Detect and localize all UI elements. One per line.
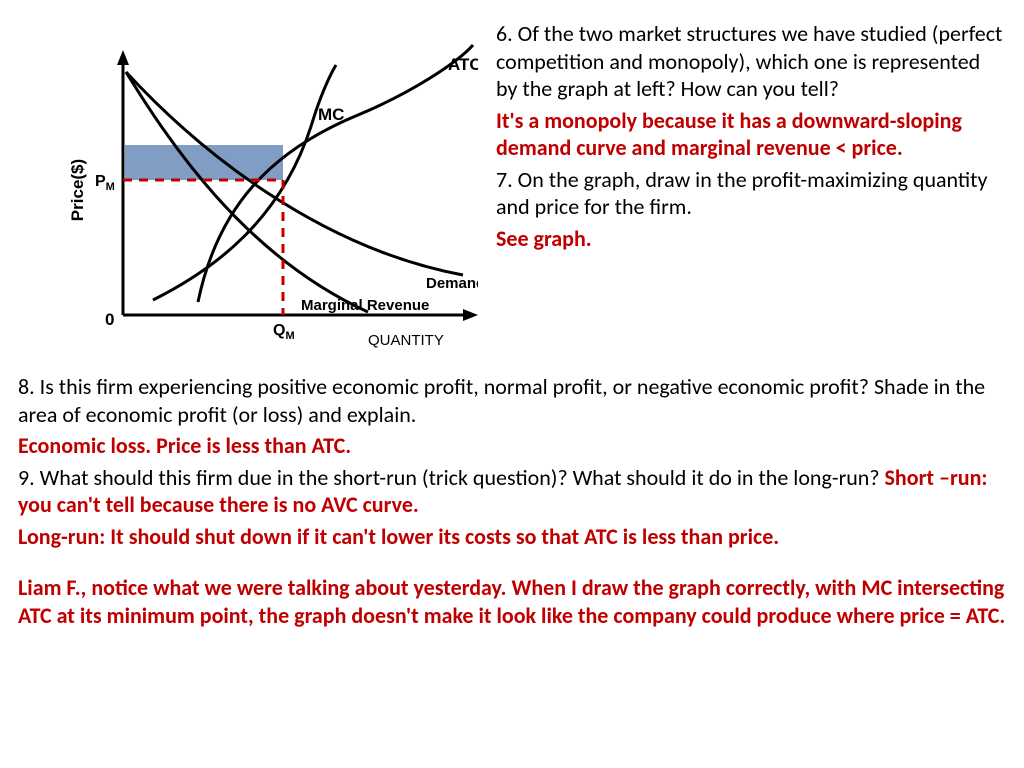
- monopoly-graph: Price($) QUANTITY 0 ATC MC Demand Margin…: [18, 20, 478, 355]
- x-axis-arrow: [463, 309, 478, 321]
- question-7: 7. On the graph, draw in the profit-maxi…: [496, 166, 1006, 221]
- mc-label: MC: [318, 105, 344, 124]
- y-axis-arrow: [117, 50, 129, 65]
- y-axis-label: Price($): [68, 159, 87, 221]
- question-6: 6. Of the two market structures we have …: [496, 20, 1006, 103]
- teacher-note: Liam F., notice what we were talking abo…: [18, 574, 1006, 629]
- zero-label: 0: [105, 310, 114, 329]
- answer-9b: Long-run: It should shut down if it can'…: [18, 523, 1006, 551]
- question-9: 9. What should this firm due in the shor…: [18, 464, 885, 491]
- answer-7: See graph.: [496, 225, 1006, 253]
- atc-label: ATC: [448, 55, 478, 74]
- questions-bottom: 8. Is this firm experiencing positive ec…: [18, 373, 1006, 629]
- loss-area-rect: [125, 145, 283, 180]
- mr-label: Marginal Revenue: [301, 297, 429, 314]
- demand-label: Demand: [426, 275, 478, 292]
- qm-label: QM: [273, 322, 295, 342]
- x-axis-label: QUANTITY: [368, 332, 444, 349]
- pm-label: PM: [95, 173, 115, 193]
- questions-right-column: 6. Of the two market structures we have …: [496, 20, 1006, 355]
- answer-8: Economic loss. Price is less than ATC.: [18, 432, 1006, 460]
- answer-6: It's a monopoly because it has a downwar…: [496, 107, 1006, 162]
- question-8: 8. Is this firm experiencing positive ec…: [18, 373, 1006, 428]
- question-9-line: 9. What should this firm due in the shor…: [18, 464, 1006, 519]
- mc-curve: [153, 65, 336, 300]
